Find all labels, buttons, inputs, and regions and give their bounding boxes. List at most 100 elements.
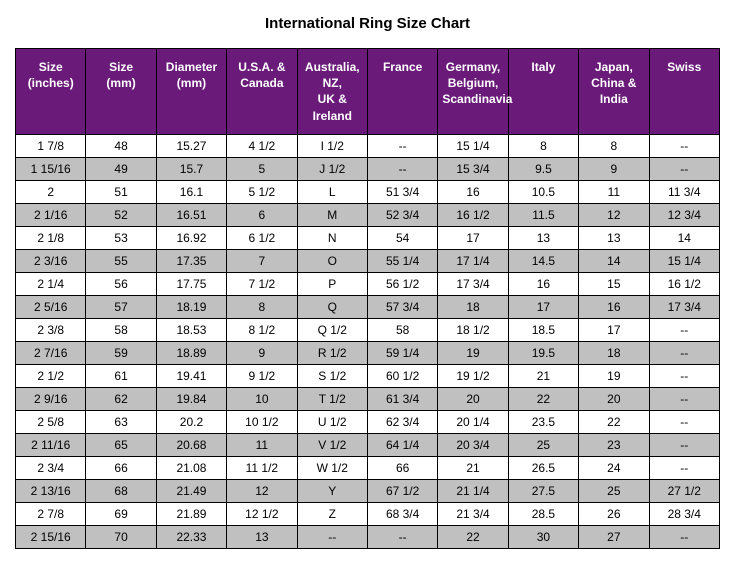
- table-cell: 19: [579, 364, 649, 387]
- table-row: 1 15/164915.75J 1/2--15 3/49.59--: [16, 157, 720, 180]
- table-cell: 14.5: [508, 249, 578, 272]
- table-cell: Y: [297, 479, 367, 502]
- table-cell: 30: [508, 525, 578, 548]
- table-cell: 2 7/8: [16, 502, 86, 525]
- table-cell: 2 1/2: [16, 364, 86, 387]
- table-cell: 15.27: [156, 134, 226, 157]
- table-cell: 18: [579, 341, 649, 364]
- table-cell: 13: [508, 226, 578, 249]
- column-header: Diameter (mm): [156, 49, 226, 135]
- table-cell: 15 1/4: [649, 249, 719, 272]
- table-cell: 5 1/2: [227, 180, 297, 203]
- table-cell: U 1/2: [297, 410, 367, 433]
- table-cell: 16.1: [156, 180, 226, 203]
- table-cell: --: [649, 341, 719, 364]
- table-cell: 61: [86, 364, 156, 387]
- table-cell: --: [649, 157, 719, 180]
- table-cell: --: [649, 433, 719, 456]
- table-cell: 2 1/4: [16, 272, 86, 295]
- table-cell: 21 1/4: [438, 479, 508, 502]
- table-cell: 70: [86, 525, 156, 548]
- table-cell: 27: [579, 525, 649, 548]
- table-cell: 56 1/2: [367, 272, 437, 295]
- table-cell: --: [649, 525, 719, 548]
- table-cell: 9.5: [508, 157, 578, 180]
- table-cell: 11.5: [508, 203, 578, 226]
- table-cell: 22: [579, 410, 649, 433]
- table-row: 1 7/84815.274 1/2I 1/2--15 1/488--: [16, 134, 720, 157]
- table-cell: 12: [579, 203, 649, 226]
- table-cell: 22: [438, 525, 508, 548]
- table-cell: 55: [86, 249, 156, 272]
- table-cell: 18.89: [156, 341, 226, 364]
- table-cell: 17 3/4: [438, 272, 508, 295]
- table-cell: 53: [86, 226, 156, 249]
- table-cell: 2 3/4: [16, 456, 86, 479]
- table-cell: 19: [438, 341, 508, 364]
- table-cell: 10.5: [508, 180, 578, 203]
- table-cell: 15 1/4: [438, 134, 508, 157]
- table-cell: 12: [227, 479, 297, 502]
- table-cell: 62: [86, 387, 156, 410]
- table-cell: --: [649, 456, 719, 479]
- table-cell: 10: [227, 387, 297, 410]
- table-cell: 13: [579, 226, 649, 249]
- table-cell: 57: [86, 295, 156, 318]
- table-row: 2 5/86320.210 1/2U 1/262 3/420 1/423.522…: [16, 410, 720, 433]
- table-cell: 68 3/4: [367, 502, 437, 525]
- table-cell: 2 3/8: [16, 318, 86, 341]
- table-cell: 17: [508, 295, 578, 318]
- table-cell: 13: [227, 525, 297, 548]
- table-cell: I 1/2: [297, 134, 367, 157]
- table-cell: --: [649, 134, 719, 157]
- table-cell: Q 1/2: [297, 318, 367, 341]
- header-row: Size (inches)Size (mm)Diameter (mm)U.S.A…: [16, 49, 720, 135]
- table-cell: 20 3/4: [438, 433, 508, 456]
- table-cell: 21.89: [156, 502, 226, 525]
- table-cell: 58: [86, 318, 156, 341]
- table-cell: 64 1/4: [367, 433, 437, 456]
- table-cell: 28 3/4: [649, 502, 719, 525]
- page-title: International Ring Size Chart: [15, 15, 720, 32]
- table-row: 2 3/165517.357O55 1/417 1/414.51415 1/4: [16, 249, 720, 272]
- table-cell: 8: [227, 295, 297, 318]
- table-cell: 17.35: [156, 249, 226, 272]
- table-cell: 17 1/4: [438, 249, 508, 272]
- table-cell: 21.08: [156, 456, 226, 479]
- table-cell: 67 1/2: [367, 479, 437, 502]
- table-cell: 2: [16, 180, 86, 203]
- table-cell: --: [297, 525, 367, 548]
- table-cell: 27 1/2: [649, 479, 719, 502]
- table-cell: 18.5: [508, 318, 578, 341]
- table-cell: 6: [227, 203, 297, 226]
- column-header: Japan,China &India: [579, 49, 649, 135]
- table-cell: 16 1/2: [438, 203, 508, 226]
- table-cell: 2 7/16: [16, 341, 86, 364]
- table-row: 25116.15 1/2L51 3/41610.51111 3/4: [16, 180, 720, 203]
- table-cell: --: [649, 364, 719, 387]
- table-cell: 24: [579, 456, 649, 479]
- table-cell: 2 5/16: [16, 295, 86, 318]
- table-cell: 11 3/4: [649, 180, 719, 203]
- table-row: 2 11/166520.6811V 1/264 1/420 3/42523--: [16, 433, 720, 456]
- ring-size-table: Size (inches)Size (mm)Diameter (mm)U.S.A…: [15, 48, 720, 549]
- table-cell: 68: [86, 479, 156, 502]
- table-cell: P: [297, 272, 367, 295]
- table-cell: 2 15/16: [16, 525, 86, 548]
- column-header: Size (mm): [86, 49, 156, 135]
- table-cell: 26: [579, 502, 649, 525]
- table-cell: Q: [297, 295, 367, 318]
- table-cell: 57 3/4: [367, 295, 437, 318]
- table-cell: 2 1/8: [16, 226, 86, 249]
- table-body: 1 7/84815.274 1/2I 1/2--15 1/488--1 15/1…: [16, 134, 720, 548]
- column-header: Size (inches): [16, 49, 86, 135]
- table-cell: 23.5: [508, 410, 578, 433]
- table-cell: 59 1/4: [367, 341, 437, 364]
- table-cell: 52 3/4: [367, 203, 437, 226]
- table-cell: J 1/2: [297, 157, 367, 180]
- table-cell: 17: [579, 318, 649, 341]
- table-cell: 16: [438, 180, 508, 203]
- table-cell: 20: [579, 387, 649, 410]
- table-cell: 51: [86, 180, 156, 203]
- table-cell: 54: [367, 226, 437, 249]
